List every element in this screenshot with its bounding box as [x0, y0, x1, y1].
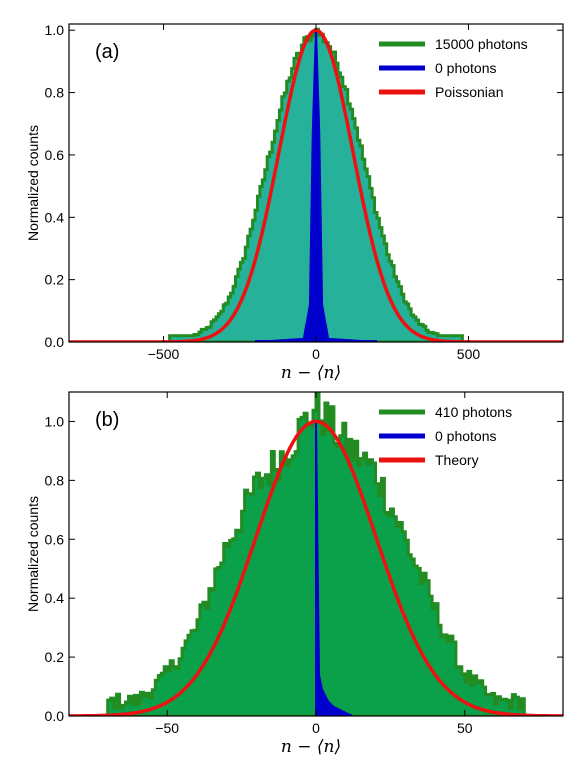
legend-label: 410 photons [435, 404, 512, 420]
legend-label: 15000 photons [435, 36, 528, 52]
chart-panel-b: 0.0 0.2 0.4 0.6 0.8 1.0 −50 0 50 n − ⟨n⟩ Normalize… [25, 391, 564, 757]
y-tick-label: 0.6 [45, 531, 65, 547]
legend: 15000 photons 0 photons Poissonian [379, 36, 528, 100]
y-tick-label: 1.0 [45, 413, 65, 429]
x-tick-label: 0 [312, 346, 320, 362]
legend-label: Poissonian [435, 84, 504, 100]
y-tick-label: 0.0 [45, 334, 65, 350]
x-tick-label: 500 [457, 346, 481, 362]
histogram-series-zero-photons [315, 421, 353, 716]
legend-label: Theory [435, 452, 479, 468]
y-tick-label: 0.2 [45, 649, 65, 665]
chart-panel-a: 0.0 0.2 0.4 0.6 0.8 1.0 −500 0 500 n − ⟨n⟩ Normali… [25, 22, 564, 383]
x-axis-label: n − ⟨n⟩ [281, 737, 341, 757]
panel-label: (b) [95, 409, 119, 431]
legend: 410 photons 0 photons Theory [379, 404, 512, 468]
legend-label: 0 photons [435, 428, 497, 444]
x-tick-label: 50 [457, 720, 473, 736]
theory-curve [69, 419, 563, 716]
y-axis-label: Normalized counts [25, 496, 41, 612]
plot-area [69, 27, 563, 342]
y-tick-label: 0.8 [45, 472, 65, 488]
y-tick-label: 0.4 [45, 590, 65, 606]
x-tick-label: 0 [312, 720, 320, 736]
y-tick-label: 0.2 [45, 272, 65, 288]
y-tick-label: 0.0 [45, 708, 65, 724]
y-tick-label: 1.0 [45, 22, 65, 38]
theory-curve [69, 28, 563, 342]
legend-label: 0 photons [435, 60, 497, 76]
plot-area [69, 392, 563, 716]
panel-label: (a) [95, 41, 119, 63]
x-axis-label: n − ⟨n⟩ [281, 363, 341, 383]
y-axis-label: Normalized counts [25, 125, 41, 241]
x-tick-label: −50 [155, 720, 179, 736]
y-tick-label: 0.4 [45, 209, 65, 225]
y-tick-label: 0.8 [45, 85, 65, 101]
x-tick-label: −500 [148, 346, 180, 362]
y-tick-label: 0.6 [45, 147, 65, 163]
